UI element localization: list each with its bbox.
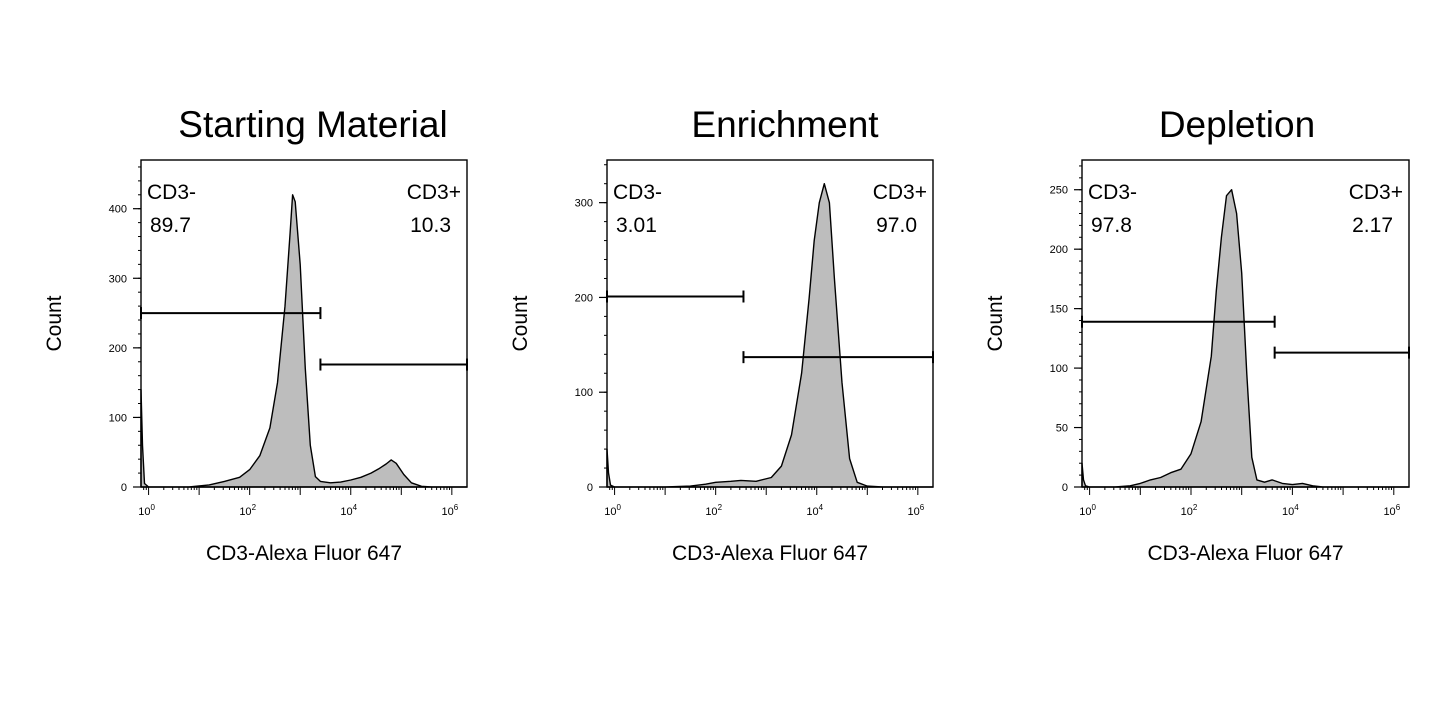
y-tick-label: 400 <box>109 204 127 216</box>
x-axis-label: CD3-Alexa Fluor 647 <box>672 542 868 565</box>
y-tick-label: 0 <box>587 482 593 494</box>
x-tick-label: 106 <box>1383 503 1400 518</box>
plot-frame <box>140 159 468 488</box>
gate-percentage: 89.7 <box>150 214 191 237</box>
x-tick-label: 104 <box>340 503 357 518</box>
y-tick-label: 300 <box>575 198 593 210</box>
histogram-area <box>140 194 468 488</box>
gate-name: CD3- <box>613 181 662 204</box>
y-axis-label: Count <box>984 295 1007 351</box>
x-axis-label: CD3-Alexa Fluor 647 <box>1147 542 1343 565</box>
y-tick-label: 100 <box>109 412 127 424</box>
plot-frame <box>606 159 934 488</box>
y-tick-label: 100 <box>1050 363 1068 375</box>
y-tick-label: 200 <box>575 292 593 304</box>
x-tick-label: 102 <box>239 503 256 518</box>
histogram-panel-2: Enrichment 0 100 200 300 100 102 104 106 CD3- 3.01… <box>509 104 934 565</box>
y-tick-label: 200 <box>1050 244 1068 256</box>
gate-name: CD3- <box>147 181 196 204</box>
y-tick-label: 100 <box>575 387 593 399</box>
x-tick-label: 104 <box>806 503 823 518</box>
gate-percentage: 97.8 <box>1091 214 1132 237</box>
y-tick-label: 200 <box>109 343 127 355</box>
panel-title: Depletion <box>1159 104 1315 145</box>
x-tick-label: 100 <box>604 503 621 518</box>
x-axis-label: CD3-Alexa Fluor 647 <box>206 542 402 565</box>
gate-percentage: 97.0 <box>876 214 917 237</box>
gate-percentage: 10.3 <box>410 214 451 237</box>
y-tick-label: 0 <box>121 482 127 494</box>
histogram-panel-3: Depletion 0 50 100 150 200 250 100 102 104 106 CD3-… <box>984 104 1410 565</box>
gate-percentage: 3.01 <box>616 214 657 237</box>
gate-name: CD3+ <box>873 181 927 204</box>
x-tick-label: 100 <box>138 503 155 518</box>
gate-name: CD3+ <box>1349 181 1403 204</box>
panel-title: Starting Material <box>178 104 447 145</box>
x-tick-label: 106 <box>907 503 924 518</box>
y-tick-label: 250 <box>1050 185 1068 197</box>
y-tick-label: 150 <box>1050 304 1068 316</box>
y-tick-label: 50 <box>1056 423 1068 435</box>
x-tick-label: 100 <box>1079 503 1096 518</box>
x-tick-label: 102 <box>1181 503 1198 518</box>
gate-name: CD3- <box>1088 181 1137 204</box>
histogram-panel-1: Starting Material 0 100 200 300 400 100 102 104 1… <box>43 104 468 565</box>
gate-name: CD3+ <box>407 181 461 204</box>
gate-percentage: 2.17 <box>1352 214 1393 237</box>
x-tick-label: 104 <box>1282 503 1299 518</box>
y-axis-label: Count <box>509 295 532 351</box>
y-tick-label: 0 <box>1062 482 1068 494</box>
y-axis-label: Count <box>43 295 66 351</box>
x-tick-label: 102 <box>705 503 722 518</box>
panel-title: Enrichment <box>691 104 879 145</box>
y-tick-label: 300 <box>109 273 127 285</box>
x-tick-label: 106 <box>441 503 458 518</box>
